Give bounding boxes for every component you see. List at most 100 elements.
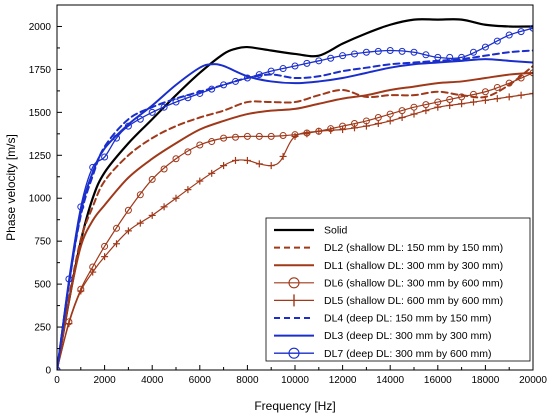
data-point	[208, 169, 216, 177]
series-layer	[57, 18, 533, 370]
data-point	[77, 203, 85, 211]
data-point	[470, 90, 477, 98]
data-point	[470, 98, 477, 106]
data-point	[374, 120, 382, 128]
data-point	[517, 91, 525, 99]
data-point	[458, 93, 466, 101]
data-point	[160, 203, 168, 211]
data-point	[232, 156, 239, 164]
data-point	[196, 177, 204, 185]
data-point	[160, 165, 168, 173]
data-point	[315, 127, 323, 135]
legend-entry: DL2 (shallow DL: 150 mm by 150 mm)	[274, 242, 503, 254]
data-point	[232, 133, 239, 141]
legend-label: DL5 (shallow DL: 600 mm by 600 mm)	[324, 295, 503, 307]
data-point	[351, 50, 358, 58]
data-point	[386, 110, 394, 118]
data-point	[291, 62, 299, 70]
data-point	[113, 240, 120, 248]
data-point	[458, 53, 466, 61]
data-point	[410, 48, 418, 56]
data-point	[255, 160, 263, 168]
data-point	[208, 138, 216, 146]
legend-entry: Solid	[274, 225, 348, 237]
data-point	[124, 206, 132, 214]
data-point	[220, 162, 228, 170]
legend-entry: DL6 (shallow DL: 300 mm by 600 mm)	[274, 277, 503, 289]
data-point	[529, 24, 533, 32]
legend-entry: DL1 (shallow DL: 300 mm by 300 mm)	[274, 260, 503, 272]
series-line	[57, 64, 533, 370]
data-point	[243, 156, 251, 164]
data-point	[196, 89, 204, 97]
data-point	[398, 114, 406, 122]
x-tick-label: 20000	[519, 375, 547, 386]
x-tick-label: 16000	[424, 375, 452, 386]
data-point	[220, 81, 228, 89]
x-tick-label: 10000	[281, 375, 309, 386]
data-point	[327, 54, 335, 62]
data-point	[517, 28, 525, 36]
legend-label: DL7 (deep DL: 300 mm by 600 mm)	[324, 348, 492, 360]
data-point	[434, 103, 442, 111]
data-point	[446, 53, 454, 61]
data-point	[220, 134, 228, 142]
series-6	[57, 58, 533, 370]
data-point	[113, 224, 120, 232]
y-tick-label: 0	[45, 366, 51, 377]
data-point	[208, 85, 216, 93]
y-axis-title: Phase velocity [m/s]	[4, 134, 18, 241]
data-point	[458, 100, 466, 108]
data-point	[481, 88, 489, 96]
data-point	[493, 83, 501, 91]
data-point	[422, 51, 430, 59]
data-point	[65, 275, 73, 283]
data-point	[410, 110, 418, 118]
series-7	[57, 24, 533, 370]
data-point	[160, 103, 168, 111]
data-point	[529, 89, 533, 97]
data-point	[279, 152, 287, 160]
data-point	[493, 95, 501, 103]
series-line	[57, 72, 533, 370]
data-point	[279, 65, 287, 73]
x-tick-label: 6000	[189, 375, 212, 386]
data-point	[422, 107, 430, 115]
y-tick-label: 1000	[29, 194, 52, 205]
legend-label: DL1 (shallow DL: 300 mm by 300 mm)	[324, 260, 503, 272]
data-point	[148, 175, 156, 183]
data-point	[303, 59, 311, 67]
x-tick-label: 4000	[141, 375, 164, 386]
data-point	[481, 96, 489, 104]
data-point	[136, 219, 144, 227]
data-point	[89, 163, 97, 171]
legend-entry: DL3 (deep DL: 300 mm by 300 mm)	[274, 330, 492, 342]
y-tick-label: 500	[34, 280, 51, 291]
legend-box	[265, 217, 531, 362]
data-point	[113, 134, 120, 142]
series-2	[57, 71, 533, 370]
y-tick-label: 250	[34, 323, 51, 334]
data-point	[267, 132, 275, 140]
y-tick-label: 750	[34, 237, 51, 248]
data-point	[65, 320, 73, 328]
x-tick-label: 18000	[471, 375, 499, 386]
data-point	[303, 130, 311, 138]
data-point	[148, 108, 156, 116]
data-point	[101, 253, 109, 261]
data-point	[172, 194, 180, 202]
data-point	[481, 43, 489, 51]
legend: Solid DL2 (shallow DL: 150 mm by 150 mm) D…	[265, 217, 531, 362]
data-point	[148, 211, 156, 219]
legend-entry: DL5 (shallow DL: 600 mm by 600 mm)	[274, 294, 503, 307]
data-point	[386, 117, 394, 125]
data-point	[362, 48, 370, 56]
series-0	[57, 18, 533, 370]
x-tick-label: 14000	[376, 375, 404, 386]
data-point	[232, 77, 239, 85]
data-point	[434, 53, 442, 61]
data-point	[529, 69, 533, 77]
data-point	[184, 148, 192, 156]
series-line	[57, 27, 533, 370]
data-point	[339, 52, 347, 60]
